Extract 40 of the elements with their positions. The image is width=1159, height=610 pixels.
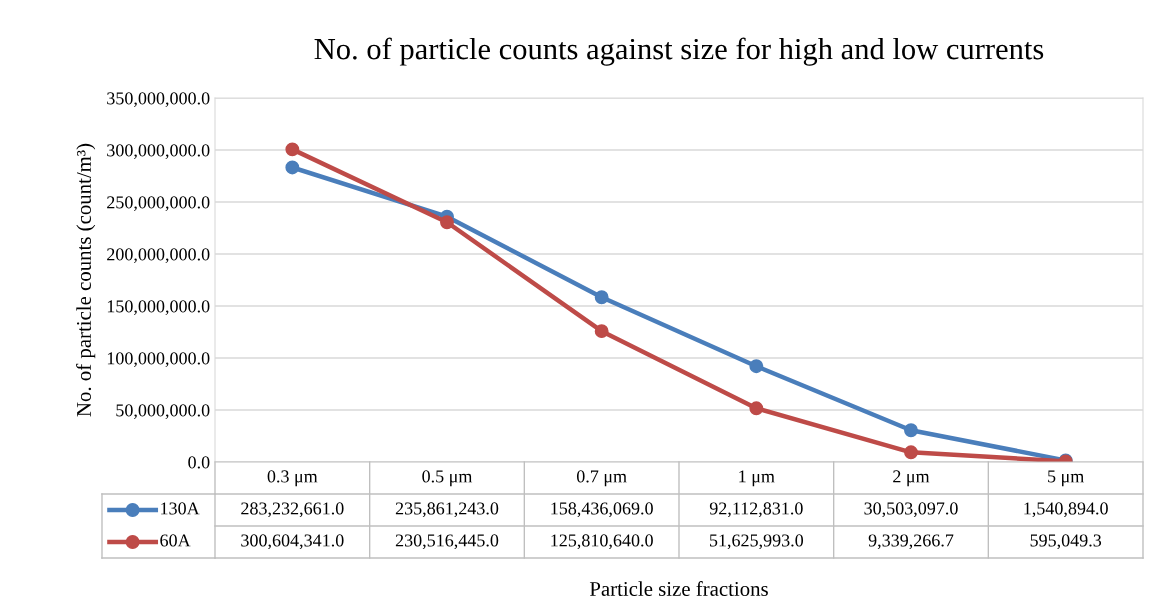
point: [440, 215, 454, 230]
y-tick-label: 350,000,000.0: [107, 92, 210, 108]
point: [285, 142, 300, 157]
x-axis-title: Particle size fractions: [589, 581, 768, 596]
data-label: 30,503,097.0: [864, 502, 958, 518]
y-axis-title: No. of particle counts (count/m³): [76, 143, 96, 417]
x-tick-label: 2 μm: [893, 470, 930, 487]
x-tick-label: 1 μm: [739, 470, 775, 487]
data-label: 235,861,243.0: [395, 502, 499, 518]
point: [594, 324, 609, 339]
data-label: 125,810,640.0: [551, 534, 653, 550]
y-tick-label: 150,000,000.0: [107, 300, 210, 316]
data-label: 230,516,445.0: [395, 534, 499, 550]
y-tick-label: 300,000,000.0: [107, 144, 210, 160]
point: [749, 401, 764, 416]
data-label: 283,232,661.0: [241, 502, 344, 518]
chart-title: No. of particle counts against size for high and low currents: [314, 37, 1044, 66]
legend-label: 60A: [160, 534, 191, 547]
y-tick-label: 50,000,000.0: [116, 404, 210, 420]
point: [285, 160, 300, 175]
data-label: 300,604,341.0: [241, 534, 344, 550]
data-label: 595,049.3: [1030, 534, 1102, 550]
x-tick-label: 0.3 μm: [267, 470, 318, 487]
point: [904, 445, 918, 460]
y-tick-label: 0.0: [188, 456, 210, 469]
data-label: 51,625,993.0: [709, 534, 804, 550]
x-tick-label: 5 μm: [1048, 470, 1085, 487]
x-tick-label: 0.5 μm: [422, 470, 473, 487]
data-label: 9,339,266.7: [868, 534, 954, 550]
y-tick-label: 100,000,000.0: [107, 352, 210, 368]
data-label: 92,112,831.0: [709, 502, 803, 518]
point: [749, 359, 764, 374]
point: [904, 423, 918, 438]
data-label: 1,540,894.0: [1024, 502, 1108, 518]
y-tick-label: 250,000,000.0: [107, 196, 210, 212]
point: [594, 290, 609, 305]
data-label: 158,436,069.0: [551, 502, 653, 518]
legend-label: 130A: [161, 502, 200, 515]
y-tick-label: 200,000,000.0: [107, 248, 210, 264]
x-tick-label: 0.7 μm: [576, 470, 627, 487]
